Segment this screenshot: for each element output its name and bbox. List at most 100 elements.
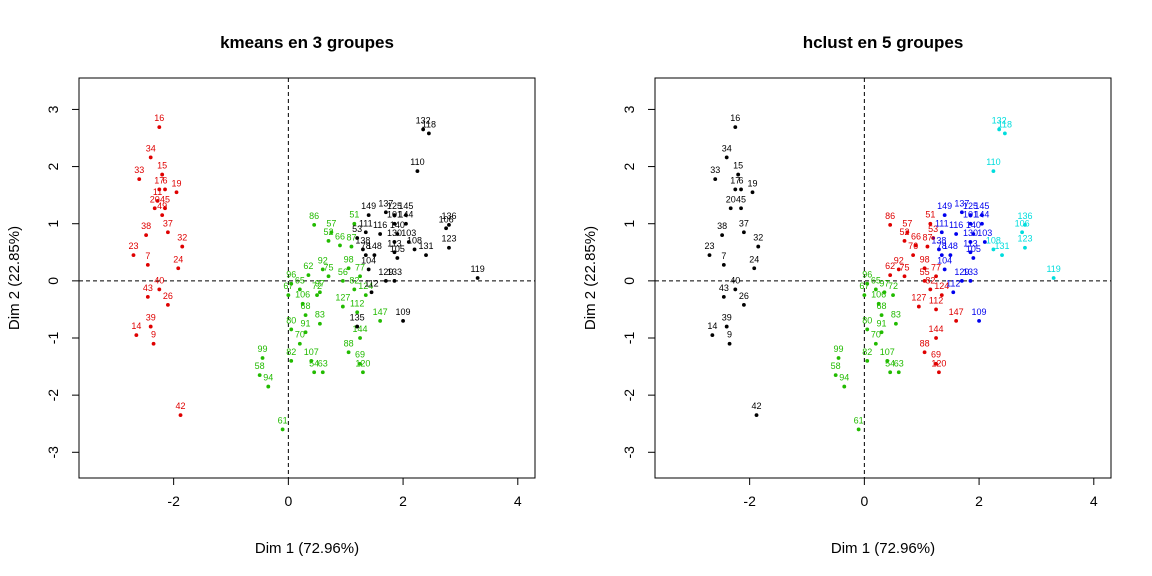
point-label: 119 (470, 264, 484, 274)
data-point (752, 266, 757, 271)
point-label: 57 (902, 218, 912, 228)
point-label: 33 (710, 165, 720, 175)
point-label: 69 (931, 350, 941, 360)
point-label: 78 (361, 241, 371, 251)
data-point (922, 350, 927, 355)
point-label: 15 (733, 161, 743, 171)
reference-lines (655, 78, 1111, 478)
point-label: 140 (390, 220, 405, 230)
point-label: 68 (301, 301, 311, 311)
point-label: 23 (128, 241, 138, 251)
data-point (713, 177, 718, 182)
data-point (959, 210, 964, 215)
chart-title: kmeans en 3 groupes (220, 33, 394, 52)
data-point (392, 213, 397, 218)
data-point (733, 287, 738, 292)
data-point (942, 267, 947, 272)
data-point (733, 187, 738, 192)
point-label: 77 (931, 262, 941, 272)
plot-frame (78, 77, 536, 479)
point-label: 45 (736, 194, 746, 204)
point-label: 104 (361, 255, 376, 265)
point-label: 56 (338, 267, 348, 277)
point-label: 40 (730, 275, 740, 285)
data-point (155, 198, 160, 203)
point-label: 105 (966, 244, 981, 254)
data-point (260, 356, 265, 360)
data-point (980, 213, 984, 218)
data-point (176, 266, 181, 271)
data-point (856, 427, 861, 432)
data-point (404, 221, 408, 226)
data-point (888, 273, 893, 278)
point-label: 83 (315, 310, 325, 320)
data-point (358, 274, 362, 279)
x-tick-label: 4 (514, 493, 522, 509)
data-point (415, 169, 420, 174)
point-label: 87 (922, 233, 932, 243)
point-label: 119 (1046, 264, 1060, 274)
point-label: 125 (387, 201, 402, 211)
data-point (329, 230, 334, 235)
point-label: 11 (153, 187, 162, 197)
point-label: 33 (134, 165, 144, 175)
point-label: 98 (344, 254, 354, 264)
point-label: 82 (349, 275, 359, 285)
data-point (280, 427, 285, 432)
point-label: 106 (1015, 218, 1030, 228)
point-label: 20 (150, 194, 160, 204)
data-point (905, 230, 910, 235)
data-point (289, 281, 294, 286)
point-label: 45 (160, 194, 170, 204)
point-label: 34 (722, 143, 732, 153)
point-label: 144 (974, 210, 989, 220)
point-label: 19 (172, 178, 182, 188)
data-point (742, 230, 746, 235)
data-point (392, 250, 397, 255)
data-point (163, 187, 167, 192)
data-point (968, 278, 973, 283)
point-label: 52 (324, 227, 334, 237)
data-point (948, 253, 953, 258)
point-label: 75 (324, 262, 334, 272)
point-label: 43 (143, 283, 153, 293)
point-label: 113 (387, 238, 401, 248)
point-label: 63 (894, 358, 904, 368)
point-label: 24 (749, 254, 759, 264)
point-label: 87 (346, 233, 356, 243)
point-label: 38 (717, 221, 727, 231)
point-label: 148 (367, 241, 382, 251)
point-label: 123 (1017, 234, 1032, 244)
data-point (891, 293, 895, 298)
point-label: 107 (304, 347, 319, 357)
data-point (320, 370, 325, 375)
point-label: 32 (177, 233, 187, 243)
data-point (412, 247, 417, 252)
data-point (888, 222, 893, 227)
point-label: 124 (358, 281, 373, 291)
point-label: 43 (719, 283, 729, 293)
point-label: 70 (295, 330, 305, 340)
data-point (300, 301, 305, 306)
point-label: 66 (911, 231, 921, 241)
data-point (151, 341, 156, 346)
y-tick-label: 3 (621, 105, 637, 113)
point-label: 108 (986, 235, 1001, 245)
point-label: 136 (441, 211, 456, 221)
data-point (1002, 131, 1007, 136)
point-label: 94 (839, 373, 849, 383)
data-point (865, 281, 870, 286)
data-point (346, 266, 351, 271)
data-point (937, 370, 941, 375)
point-label: 137 (378, 198, 393, 208)
data-point (346, 350, 351, 355)
data-point (997, 127, 1002, 132)
x-axis-label: Dim 1 (72.96%) (831, 540, 935, 557)
data-point (991, 247, 996, 252)
point-label: 16 (730, 113, 740, 123)
x-tick-label: 0 (860, 493, 868, 509)
point-label: 61 (278, 415, 288, 425)
point-label: 98 (920, 254, 930, 264)
